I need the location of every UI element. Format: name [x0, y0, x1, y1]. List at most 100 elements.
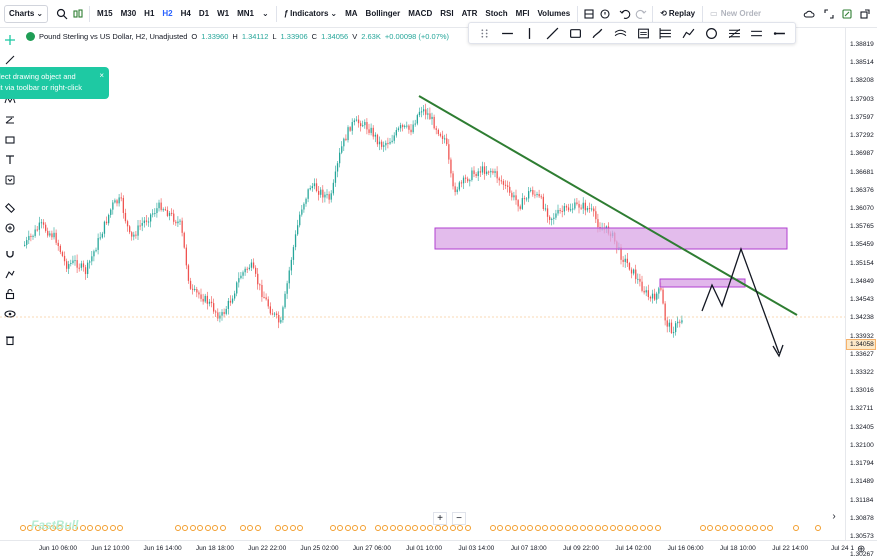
event-marker[interactable]	[240, 525, 246, 531]
event-marker[interactable]	[405, 525, 411, 531]
lock-drawings-icon[interactable]	[1, 264, 19, 284]
price-axis[interactable]: 1.34058 1.38819 1.38514 1.38208 1.37903 1.37…	[845, 28, 877, 557]
rectangle-icon[interactable]	[567, 25, 583, 41]
event-marker[interactable]	[390, 525, 396, 531]
event-marker[interactable]	[255, 525, 261, 531]
study-volumes[interactable]: Volumes	[537, 9, 571, 18]
event-marker[interactable]	[95, 525, 101, 531]
event-marker[interactable]	[512, 525, 518, 531]
parallel-channel-icon[interactable]	[635, 25, 651, 41]
event-marker[interactable]	[297, 525, 303, 531]
event-marker[interactable]	[190, 525, 196, 531]
event-marker[interactable]	[745, 525, 751, 531]
fullscreen-icon[interactable]	[821, 6, 837, 22]
text-icon[interactable]	[1, 150, 19, 170]
event-marker[interactable]	[595, 525, 601, 531]
event-marker[interactable]	[110, 525, 116, 531]
alert-icon[interactable]	[597, 6, 613, 22]
horizontal-line-icon[interactable]	[499, 25, 515, 41]
zoom-in-button[interactable]: +	[433, 512, 447, 525]
event-marker[interactable]	[527, 525, 533, 531]
event-marker[interactable]	[345, 525, 351, 531]
fib-tool-icon[interactable]	[1, 110, 19, 130]
event-marker[interactable]	[505, 525, 511, 531]
price-chart[interactable]	[0, 28, 845, 540]
study-rsi[interactable]: RSI	[440, 9, 454, 18]
zoom-out-button[interactable]: −	[452, 512, 466, 525]
shape-icon[interactable]	[1, 130, 19, 150]
event-marker[interactable]	[700, 525, 706, 531]
trend-line-icon[interactable]	[544, 25, 560, 41]
event-marker[interactable]	[442, 525, 448, 531]
charts-menu-button[interactable]: Charts ⌄	[4, 4, 49, 23]
event-marker[interactable]	[572, 525, 578, 531]
event-marker[interactable]	[397, 525, 403, 531]
trash-icon[interactable]	[1, 330, 19, 350]
compare-icon[interactable]	[70, 6, 86, 22]
search-icon[interactable]	[54, 6, 70, 22]
event-marker[interactable]	[27, 525, 33, 531]
event-marker[interactable]	[490, 525, 496, 531]
event-marker[interactable]	[655, 525, 661, 531]
timeframe-w1[interactable]: W1	[217, 9, 230, 18]
polyline-icon[interactable]	[681, 25, 697, 41]
crosshair-icon[interactable]	[1, 30, 19, 50]
study-mfi[interactable]: MFI	[515, 9, 530, 18]
event-marker[interactable]	[87, 525, 93, 531]
event-marker[interactable]	[72, 525, 78, 531]
event-marker[interactable]	[275, 525, 281, 531]
event-marker[interactable]	[247, 525, 253, 531]
grip-icon[interactable]	[476, 25, 492, 41]
timeframe-h2[interactable]: H2	[162, 9, 173, 18]
event-marker[interactable]	[50, 525, 56, 531]
event-marker[interactable]	[617, 525, 623, 531]
event-marker[interactable]	[197, 525, 203, 531]
event-marker[interactable]	[20, 525, 26, 531]
timeframe-mn1[interactable]: MN1	[237, 9, 254, 18]
event-marker[interactable]	[542, 525, 548, 531]
new-order-button[interactable]: ▭ New Order	[706, 4, 765, 24]
event-marker[interactable]	[352, 525, 358, 531]
projection-path[interactable]	[701, 247, 780, 354]
unlock-icon[interactable]	[1, 284, 19, 304]
fib-fan-icon[interactable]	[726, 25, 742, 41]
indicators-button[interactable]: ƒ Indicators ⌄	[280, 4, 341, 24]
annotation-icon[interactable]	[1, 170, 19, 190]
event-marker[interactable]	[587, 525, 593, 531]
layout-icon[interactable]	[581, 6, 597, 22]
fib-icon[interactable]	[613, 25, 629, 41]
timeframe-m30[interactable]: M30	[120, 9, 137, 18]
event-marker[interactable]	[465, 525, 471, 531]
snapshot-icon[interactable]	[839, 6, 855, 22]
event-marker[interactable]	[42, 525, 48, 531]
event-marker[interactable]	[707, 525, 713, 531]
event-marker[interactable]	[205, 525, 211, 531]
event-marker[interactable]	[412, 525, 418, 531]
event-marker[interactable]	[80, 525, 86, 531]
ray-icon[interactable]	[771, 25, 787, 41]
downtrend-line[interactable]	[418, 95, 798, 316]
event-marker[interactable]	[535, 525, 541, 531]
chart-settings-icon[interactable]: ⊕	[857, 544, 866, 555]
event-marker[interactable]	[427, 525, 433, 531]
circle-icon[interactable]	[703, 25, 719, 41]
event-marker[interactable]	[730, 525, 736, 531]
event-marker[interactable]	[330, 525, 336, 531]
timeframe-d1[interactable]: D1	[198, 9, 210, 18]
event-marker[interactable]	[220, 525, 226, 531]
event-marker[interactable]	[602, 525, 608, 531]
event-marker[interactable]	[450, 525, 456, 531]
study-bollinger[interactable]: Bollinger	[365, 9, 401, 18]
event-marker[interactable]	[557, 525, 563, 531]
event-marker[interactable]	[520, 525, 526, 531]
line-tool-icon[interactable]	[1, 50, 19, 70]
more-lines-icon[interactable]	[749, 25, 765, 41]
study-ma[interactable]: MA	[345, 9, 358, 18]
event-marker[interactable]	[102, 525, 108, 531]
event-marker[interactable]	[752, 525, 758, 531]
event-marker[interactable]	[375, 525, 381, 531]
event-marker[interactable]	[435, 525, 441, 531]
event-marker[interactable]	[715, 525, 721, 531]
time-axis[interactable]: Jun 10 06:00 Jun 12 10:00 Jun 16 14:00 Jun …	[0, 540, 877, 557]
timeframe-h4[interactable]: H4	[180, 9, 191, 18]
